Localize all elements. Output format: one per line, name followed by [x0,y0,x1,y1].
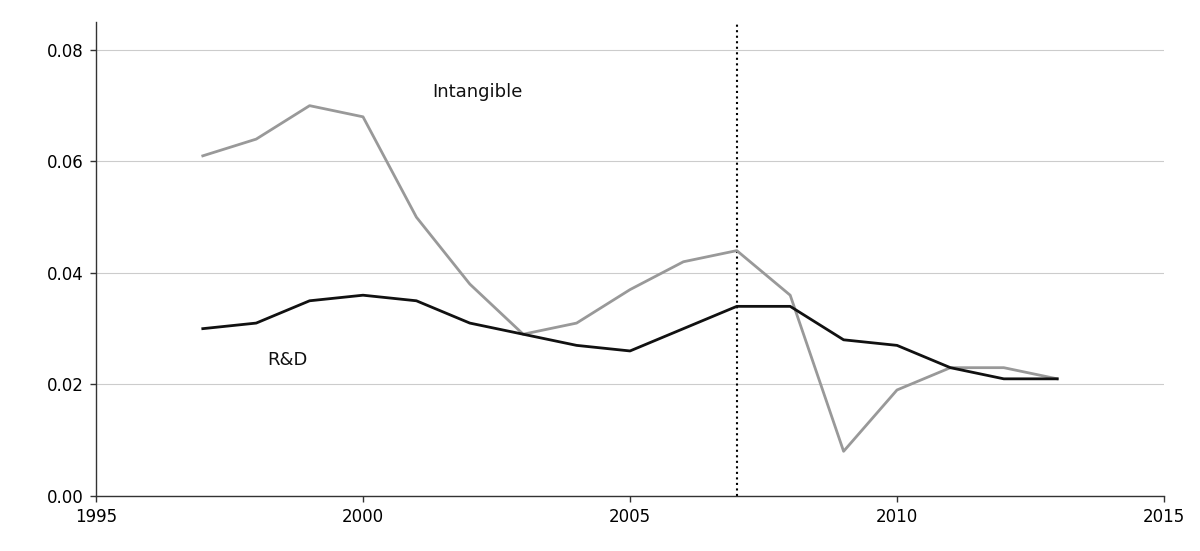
Text: Intangible: Intangible [432,83,523,101]
Text: R&D: R&D [266,351,307,369]
